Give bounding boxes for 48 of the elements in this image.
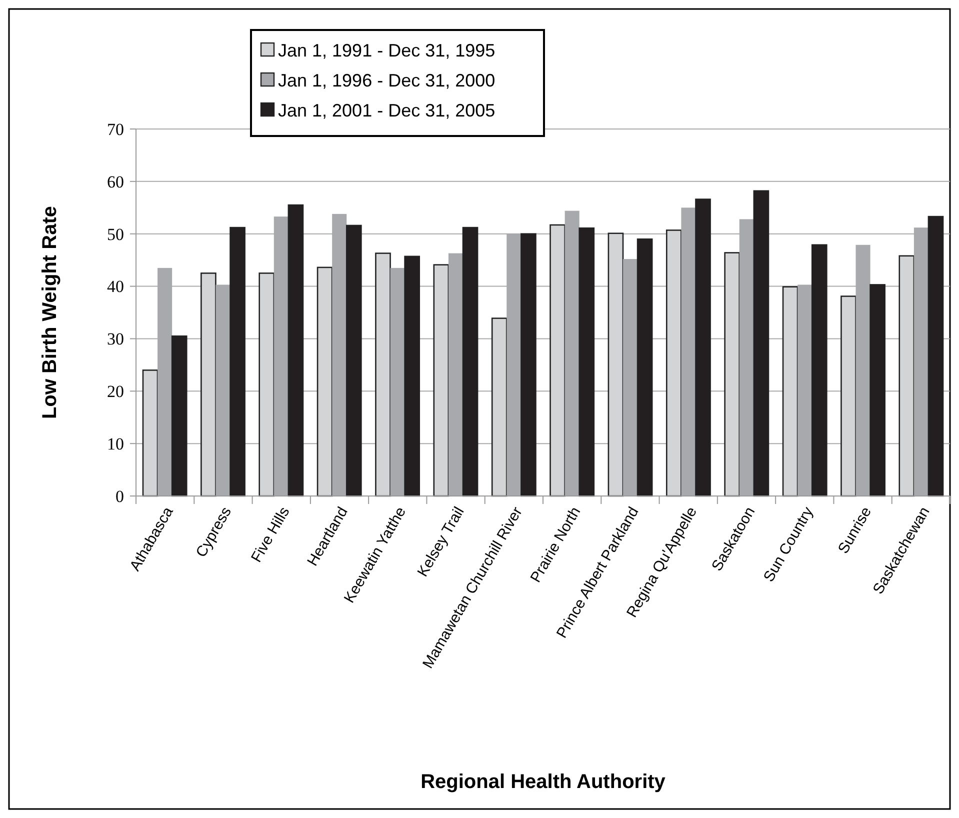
x-axis-title: Regional Health Authority xyxy=(420,771,666,793)
bar xyxy=(724,252,740,497)
bar xyxy=(550,224,566,497)
y-tick-label: 60 xyxy=(107,172,124,192)
legend-label: Jan 1, 1991 - Dec 31, 1995 xyxy=(278,40,496,60)
y-tick-label: 70 xyxy=(107,120,124,139)
y-tick-label: 0 xyxy=(116,486,124,506)
bar xyxy=(798,284,812,496)
y-tick-label: 30 xyxy=(107,330,124,349)
bar xyxy=(491,318,508,497)
bar xyxy=(695,198,711,497)
bar xyxy=(171,335,188,497)
bar xyxy=(433,264,450,497)
bar xyxy=(462,226,478,497)
bar xyxy=(870,284,886,497)
bar xyxy=(200,272,216,497)
bar xyxy=(316,266,333,497)
bar xyxy=(404,256,420,497)
y-tick-label: 20 xyxy=(107,382,124,402)
bar xyxy=(753,190,770,497)
bar xyxy=(623,259,638,496)
bar xyxy=(448,253,463,496)
bar xyxy=(578,227,595,497)
bar xyxy=(375,252,391,497)
y-tick-label: 40 xyxy=(107,277,124,296)
y-tick-label: 10 xyxy=(107,434,124,454)
legend-label: Jan 1, 1996 - Dec 31, 2000 xyxy=(278,70,496,90)
bar xyxy=(520,233,536,497)
bar xyxy=(390,268,405,496)
bar xyxy=(928,216,944,497)
bar xyxy=(636,238,653,497)
legend-label: Jan 1, 2001 - Dec 31, 2005 xyxy=(278,100,496,120)
bar xyxy=(346,224,362,497)
bar xyxy=(258,272,275,497)
bar xyxy=(142,370,158,497)
bar xyxy=(288,204,304,497)
y-tick-label: 50 xyxy=(107,224,124,244)
bar xyxy=(230,226,246,497)
bar xyxy=(782,286,798,497)
bar xyxy=(811,244,828,497)
bar xyxy=(666,230,682,497)
bar xyxy=(681,208,696,496)
bar xyxy=(608,232,624,497)
bar xyxy=(564,210,580,496)
bar xyxy=(216,284,230,496)
bar xyxy=(840,296,856,497)
bar xyxy=(898,255,915,497)
y-axis-title: Low Birth Weight Rate xyxy=(39,206,61,419)
